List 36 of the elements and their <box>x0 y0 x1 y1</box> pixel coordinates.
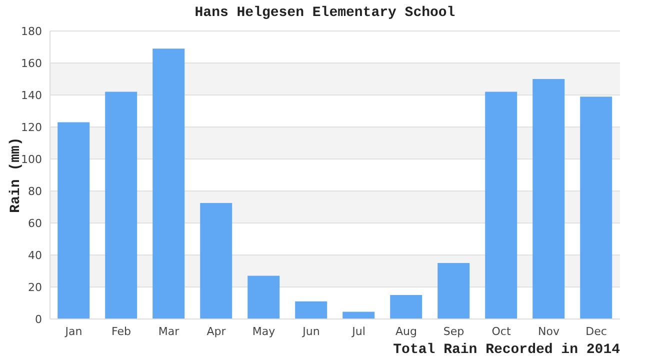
x-tick-label: Aug <box>396 324 417 338</box>
x-tick-label: Feb <box>112 324 131 338</box>
y-tick-label: 160 <box>21 56 42 70</box>
bar <box>532 79 565 319</box>
bar <box>248 276 280 319</box>
x-tick-label: Jan <box>64 324 82 338</box>
bar <box>342 312 375 319</box>
chart-title: Hans Helgesen Elementary School <box>194 5 456 21</box>
x-tick-label: May <box>252 324 276 338</box>
x-tick-label: Dec <box>586 324 607 338</box>
bar <box>152 48 185 319</box>
x-tick-label: Apr <box>206 324 226 338</box>
bar <box>580 96 612 319</box>
x-tick-label: Mar <box>158 324 180 338</box>
y-tick-label: 20 <box>28 280 42 294</box>
y-tick-label: 80 <box>28 184 42 198</box>
x-tick-label: Oct <box>492 324 512 338</box>
y-tick-label: 140 <box>21 88 42 102</box>
bar <box>200 203 232 319</box>
x-tick-label: Jul <box>351 324 366 338</box>
bar <box>485 92 518 319</box>
bar <box>58 122 90 319</box>
y-tick-label: 180 <box>21 24 42 38</box>
y-tick-label: 40 <box>28 248 42 262</box>
y-tick-label: 120 <box>21 120 42 134</box>
y-tick-label: 60 <box>28 216 42 230</box>
x-axis-title: Total Rain Recorded in 2014 <box>393 342 620 358</box>
x-tick-label: Nov <box>538 324 560 338</box>
bar <box>295 301 328 319</box>
y-tick-label: 100 <box>21 152 42 166</box>
bar <box>390 295 422 319</box>
bar <box>438 263 470 319</box>
x-tick-label: Sep <box>443 324 464 338</box>
x-tick-label: Jun <box>302 324 320 338</box>
bar <box>105 92 138 319</box>
y-tick-label: 0 <box>35 312 42 326</box>
